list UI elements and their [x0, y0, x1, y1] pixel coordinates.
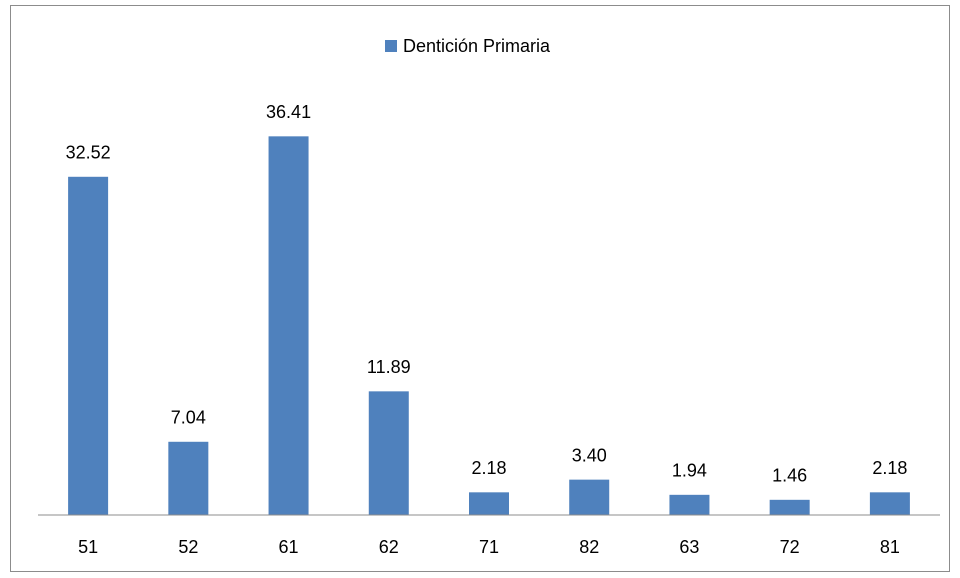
x-tick-label: 82 — [579, 537, 599, 557]
legend-label: Dentición Primaria — [403, 36, 551, 56]
bar — [669, 494, 710, 515]
x-tick-label: 51 — [78, 537, 98, 557]
bar — [68, 176, 109, 516]
data-label: 1.94 — [672, 461, 707, 481]
bar — [168, 441, 209, 515]
data-label: 11.89 — [367, 357, 411, 377]
data-label: 2.18 — [471, 458, 506, 478]
bar — [569, 479, 610, 515]
data-label: 36.41 — [266, 102, 311, 122]
x-tick-label: 81 — [880, 537, 900, 557]
x-tick-label: 72 — [780, 537, 800, 557]
data-label: 7.04 — [171, 408, 206, 428]
bar — [869, 492, 910, 515]
bar — [368, 391, 409, 515]
data-label: 3.40 — [572, 445, 607, 465]
x-tick-label: 52 — [178, 537, 198, 557]
data-label: 2.18 — [872, 458, 907, 478]
x-tick-label: 63 — [679, 537, 699, 557]
bar — [268, 136, 309, 515]
chart-frame — [10, 5, 950, 572]
x-tick-label: 62 — [379, 537, 399, 557]
data-label: 1.46 — [772, 466, 807, 486]
bar — [769, 499, 810, 515]
legend-swatch — [385, 40, 397, 52]
data-label: 32.52 — [66, 143, 111, 163]
x-tick-label: 71 — [479, 537, 499, 557]
x-tick-label: 61 — [279, 537, 299, 557]
bar — [469, 492, 509, 515]
